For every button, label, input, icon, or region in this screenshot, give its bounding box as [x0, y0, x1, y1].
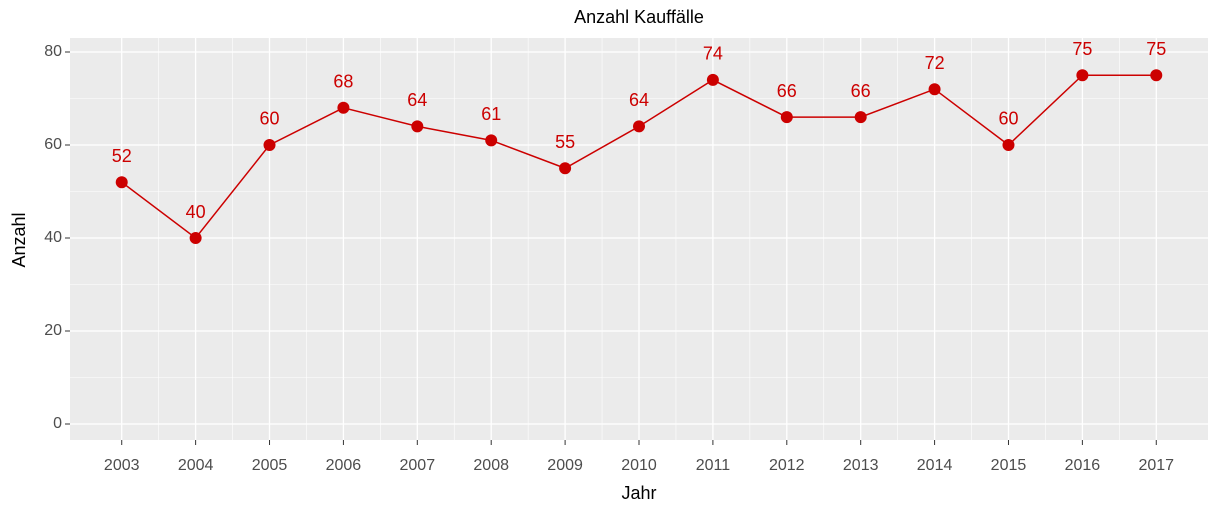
y-tick-label: 0: [53, 415, 62, 432]
x-tick-label: 2014: [917, 457, 953, 474]
data-label: 60: [260, 109, 280, 129]
x-tick-label: 2017: [1138, 457, 1174, 474]
x-tick-label: 2008: [473, 457, 509, 474]
y-axis-title: Anzahl: [9, 212, 29, 267]
point: [115, 176, 128, 189]
x-tick-label: 2004: [178, 457, 214, 474]
y-tick-label: 20: [44, 322, 62, 339]
x-tick-label: 2015: [991, 457, 1027, 474]
point: [706, 73, 719, 86]
data-label: 64: [407, 90, 427, 110]
x-tick-label: 2013: [843, 457, 879, 474]
point: [189, 232, 202, 245]
data-label: 75: [1072, 39, 1092, 59]
data-label: 75: [1146, 39, 1166, 59]
point: [928, 83, 941, 96]
x-tick-label: 2012: [769, 457, 805, 474]
data-label: 64: [629, 90, 649, 110]
point: [559, 162, 572, 175]
point: [1150, 69, 1163, 82]
data-label: 66: [851, 81, 871, 101]
x-tick-label: 2006: [326, 457, 362, 474]
x-tick-label: 2010: [621, 457, 657, 474]
data-label: 72: [925, 53, 945, 73]
point: [263, 138, 276, 151]
data-label: 66: [777, 81, 797, 101]
point: [485, 134, 498, 147]
point: [1002, 138, 1015, 151]
x-tick-label: 2005: [252, 457, 288, 474]
data-label: 74: [703, 44, 723, 64]
data-label: 52: [112, 146, 132, 166]
point: [854, 111, 867, 124]
data-label: 55: [555, 132, 575, 152]
y-tick-label: 40: [44, 229, 62, 246]
x-tick-label: 2003: [104, 457, 140, 474]
y-tick-label: 60: [44, 136, 62, 153]
point: [1076, 69, 1089, 82]
point: [633, 120, 645, 133]
data-label: 40: [186, 202, 206, 222]
y-tick-label: 80: [44, 43, 62, 60]
x-axis-title: Jahr: [621, 483, 656, 503]
x-tick-label: 2016: [1065, 457, 1101, 474]
x-tick-label: 2009: [547, 457, 583, 474]
x-tick-label: 2007: [400, 457, 436, 474]
data-label: 68: [333, 72, 353, 92]
point: [780, 111, 793, 124]
point: [411, 120, 424, 133]
point: [337, 101, 350, 114]
x-tick-label: 2011: [696, 457, 731, 474]
data-label: 60: [998, 109, 1018, 129]
data-label: 61: [481, 104, 501, 124]
chart-title: Anzahl Kauffälle: [574, 7, 704, 27]
